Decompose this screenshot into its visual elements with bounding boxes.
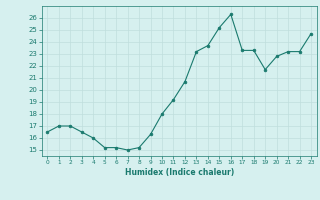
X-axis label: Humidex (Indice chaleur): Humidex (Indice chaleur) — [124, 168, 234, 177]
